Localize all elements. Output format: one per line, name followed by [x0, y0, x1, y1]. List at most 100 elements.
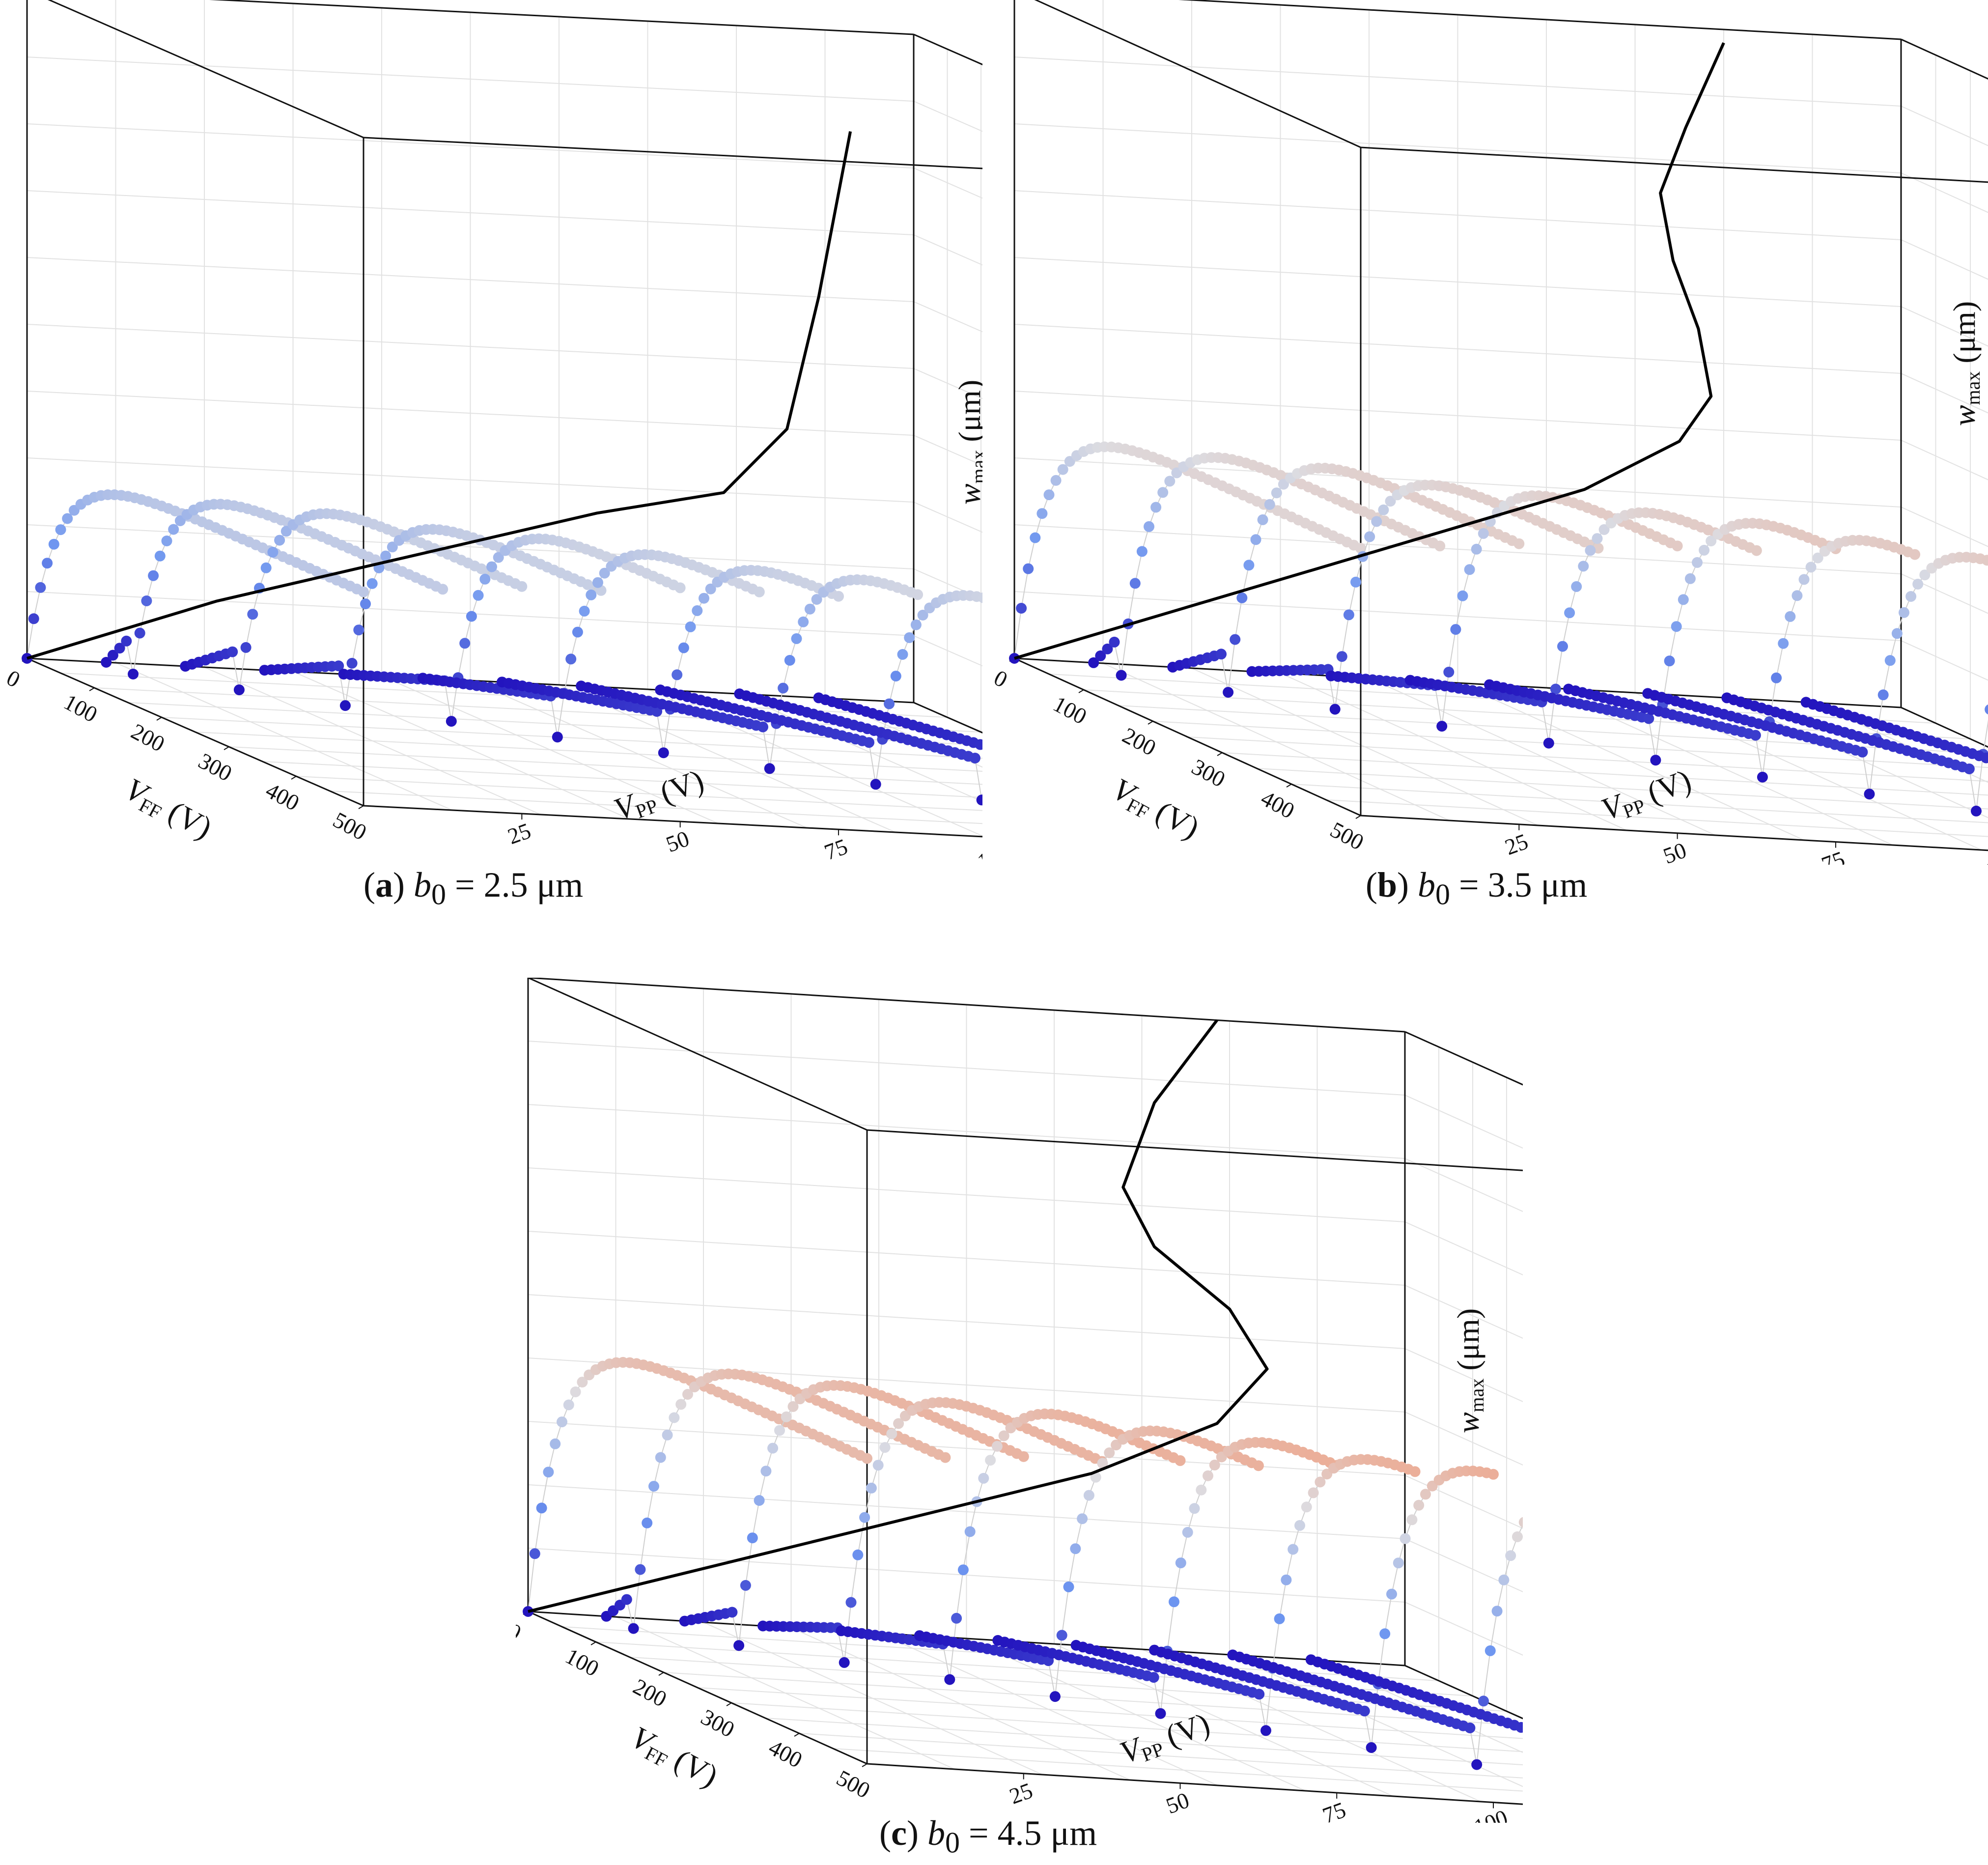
panel-c-data-point: [1155, 1708, 1166, 1719]
panel-a-data-point: [678, 642, 689, 653]
panel-b-data-point: [1805, 562, 1817, 573]
panel-a-data-point: [705, 583, 716, 594]
panel-b-box-edge: [1901, 38, 1988, 80]
panel-b-data-point: [1650, 755, 1661, 766]
panel-c-data-point: [536, 1502, 547, 1514]
panel-c-caption-value: = 4.5 μm: [959, 1813, 1097, 1853]
panel-c-data-point: [1175, 1557, 1186, 1569]
panel-b-data-point: [1371, 516, 1382, 527]
panel-a-data-point: [114, 643, 125, 654]
panel-a-data-point: [870, 779, 881, 790]
panel-b-data-point: [1364, 531, 1375, 542]
panel-c-data-point: [1413, 1499, 1425, 1511]
panel-a-x-tick: [224, 746, 229, 750]
panel-a-x-tick: [156, 717, 162, 721]
panel-c-data-point: [957, 1564, 969, 1576]
panel-c-data-point: [1406, 1514, 1418, 1526]
panel-b-data-point: [1136, 546, 1148, 557]
panel-c-data-point: [985, 1455, 996, 1466]
panel-c-data-point: [1478, 1695, 1489, 1707]
panel-a-data-point: [890, 671, 901, 682]
panel-a-data-point: [233, 684, 245, 696]
panel-b-data-point: [1271, 487, 1282, 499]
panel-a-box-edge: [209, 0, 914, 35]
panel-b-data-point: [1798, 574, 1810, 585]
panel-b-data-point: [1385, 496, 1396, 507]
panel-c-data-point: [839, 1657, 850, 1668]
panel-c-data-point: [1464, 1723, 1476, 1733]
panel-a-data-point: [227, 646, 238, 657]
panel-b-data-point: [1478, 528, 1489, 539]
panel-a-data-point: [107, 650, 118, 661]
panel-b-x-tick-label: 400: [1257, 786, 1299, 823]
panel-b-x-tick: [1078, 689, 1084, 693]
panel-b-data-point: [1564, 607, 1575, 619]
panel-c-x-tick-label: 400: [765, 1735, 807, 1773]
panel-c-data-point: [1063, 1581, 1074, 1592]
panel-b-x-tick-label: 300: [1188, 754, 1230, 792]
panel-c-data-point: [1203, 1470, 1213, 1481]
panel-c-data-point: [1301, 1501, 1312, 1513]
panel-b-data-point: [1109, 636, 1120, 648]
panel-b-data-point: [1216, 649, 1227, 660]
panel-b-data-point: [1778, 638, 1789, 649]
panel-b-x-tick: [1355, 815, 1361, 819]
panel-a-data-point: [917, 610, 928, 621]
panel-b-y-tick-label: 100: [1971, 853, 1988, 865]
panel-b-data-point: [1471, 543, 1482, 555]
panel-c-data-point: [733, 1640, 745, 1651]
panel-a-caption: (a) b0 = 2.5 μm: [364, 865, 584, 911]
panel-b-data-point: [1464, 564, 1475, 575]
panel-a-data-point: [174, 515, 186, 526]
panel-c-box-edge: [528, 978, 868, 1131]
panel-b-data-point: [1981, 752, 1988, 763]
panel-a-data-point: [864, 737, 874, 748]
panel-b-data-point: [1257, 514, 1268, 525]
panel-a-x-tick-label: 200: [127, 719, 169, 757]
panel-c-data-point: [940, 1452, 951, 1463]
panel-b-x-tick-label: 500: [1326, 817, 1368, 855]
panel-b-box-edge: [1014, 657, 1361, 817]
panel-b-data-point: [1912, 578, 1924, 590]
panel-b-x-tick: [1286, 784, 1292, 788]
panel-b-data-point: [1692, 557, 1703, 568]
panel-a-data-point: [459, 638, 471, 649]
panel-a-box-edge: [913, 702, 982, 734]
panel-a-data-point: [240, 642, 252, 653]
panel-a-data-point: [884, 698, 895, 709]
panel-c-data-point: [621, 1594, 632, 1605]
panel-b-data-point: [1243, 560, 1255, 571]
panel-a-data-point: [798, 616, 809, 627]
panel-c-data-point: [1182, 1526, 1193, 1538]
panel-c-data-point: [550, 1438, 561, 1449]
panel-a-data-point: [366, 578, 378, 589]
panel-c-data-point: [1175, 1455, 1186, 1466]
panel-c-data-point: [1254, 1689, 1265, 1700]
panel-b-data-point: [1023, 563, 1034, 574]
panel-b-data-point: [1264, 499, 1275, 510]
panel-b-data-point: [1036, 508, 1048, 519]
panel-b-data-point: [1550, 683, 1561, 695]
panel-c-data-point: [1294, 1520, 1305, 1531]
panel-a-data-point: [764, 763, 775, 774]
panel-c-data-point: [787, 1401, 799, 1412]
panel-a-data-point: [978, 592, 982, 603]
panel-a-data-point: [446, 716, 457, 727]
panel-a-data-point: [128, 669, 139, 679]
panel-c-data-point: [991, 1441, 1003, 1452]
panel-b-data-point: [1963, 763, 1975, 774]
panel-a-data-point: [28, 613, 39, 624]
panel-b-data-point: [1436, 721, 1448, 732]
panel-b-data-point: [1355, 543, 1366, 554]
panel-c-data-point: [675, 1399, 687, 1410]
panel-c-data-point: [1518, 1517, 1523, 1528]
panel-a-data-point: [811, 594, 822, 605]
panel-b-data-point: [1157, 487, 1169, 498]
panel-a-data-point: [754, 586, 765, 597]
panel-a-data-point: [912, 589, 924, 600]
panel-c-data-point: [1488, 1469, 1499, 1480]
panel-c-x-tick: [862, 1763, 868, 1767]
panel-c-data-point: [1409, 1466, 1421, 1477]
panel-c-data-point: [845, 1597, 857, 1608]
panel-b-data-point: [1905, 591, 1917, 602]
